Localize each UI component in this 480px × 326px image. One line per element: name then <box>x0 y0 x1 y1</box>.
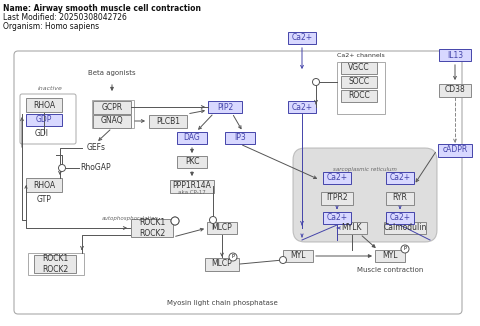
Bar <box>337 222 367 234</box>
Bar <box>93 100 131 113</box>
Text: GEFs: GEFs <box>86 143 106 153</box>
Text: ROCC: ROCC <box>348 92 370 100</box>
Bar <box>337 62 385 114</box>
Text: Myosin light chain phosphatase: Myosin light chain phosphatase <box>167 300 277 306</box>
Text: Ca2+: Ca2+ <box>389 214 410 223</box>
Text: Calmodulin: Calmodulin <box>384 224 427 232</box>
Bar <box>26 178 62 192</box>
Bar <box>177 156 207 168</box>
FancyBboxPatch shape <box>293 148 437 242</box>
Text: CD38: CD38 <box>444 85 466 95</box>
Bar <box>149 114 187 127</box>
Text: Beta agonists: Beta agonists <box>88 70 136 76</box>
Bar <box>439 49 471 61</box>
Bar <box>26 114 62 126</box>
Text: DAG: DAG <box>184 134 200 142</box>
Text: GCPR: GCPR <box>101 102 122 111</box>
Bar <box>384 222 426 234</box>
Bar <box>170 180 214 192</box>
Text: autophosphorylation: autophosphorylation <box>102 216 158 221</box>
Text: GTP: GTP <box>36 196 51 204</box>
Circle shape <box>209 216 216 224</box>
Text: MYLK: MYLK <box>342 224 362 232</box>
Text: RYR: RYR <box>393 194 408 202</box>
Bar <box>341 90 377 102</box>
Text: Muscle contraction: Muscle contraction <box>357 267 423 273</box>
Text: RhoGAP: RhoGAP <box>81 164 111 172</box>
Bar <box>208 101 242 113</box>
Bar <box>323 172 351 184</box>
Text: PLCB1: PLCB1 <box>156 116 180 126</box>
Circle shape <box>279 257 287 263</box>
Text: P: P <box>231 255 234 259</box>
Bar <box>386 191 414 204</box>
Bar <box>283 250 313 262</box>
Bar <box>321 191 353 204</box>
Text: ROCK1
ROCK2: ROCK1 ROCK2 <box>139 218 165 238</box>
Text: PIP2: PIP2 <box>217 102 233 111</box>
Text: aka CP-17: aka CP-17 <box>178 190 206 195</box>
Bar <box>288 32 316 44</box>
Bar <box>341 62 377 74</box>
Bar <box>225 132 255 144</box>
Text: Ca2+: Ca2+ <box>326 173 348 183</box>
Text: PKC: PKC <box>185 157 199 167</box>
Bar <box>34 255 76 273</box>
Bar <box>288 101 316 113</box>
Text: MLCP: MLCP <box>212 224 232 232</box>
Bar <box>323 212 351 224</box>
Circle shape <box>59 165 65 171</box>
Circle shape <box>229 253 237 261</box>
Text: sarcoplasmic reticulum: sarcoplasmic reticulum <box>333 167 397 172</box>
Bar <box>131 219 173 237</box>
Bar <box>439 83 471 96</box>
Bar <box>386 212 414 224</box>
Text: VGCC: VGCC <box>348 64 370 72</box>
Bar <box>93 114 131 127</box>
Text: GDI: GDI <box>35 128 49 138</box>
Bar <box>26 98 62 112</box>
Text: Name: Airway smooth muscle cell contraction: Name: Airway smooth muscle cell contract… <box>3 4 201 13</box>
Text: Ca2+ channels: Ca2+ channels <box>337 53 385 58</box>
Text: Ca2+: Ca2+ <box>291 102 312 111</box>
Circle shape <box>171 217 179 225</box>
Text: IL13: IL13 <box>447 51 463 60</box>
Circle shape <box>312 79 320 85</box>
Text: MYL: MYL <box>382 251 398 260</box>
Text: ROCK1
ROCK2: ROCK1 ROCK2 <box>42 255 68 274</box>
Text: Ca2+: Ca2+ <box>291 34 312 42</box>
Text: GNAQ: GNAQ <box>101 116 123 126</box>
Text: RHOA: RHOA <box>33 100 55 110</box>
Text: ITPR2: ITPR2 <box>326 194 348 202</box>
Text: cADPR: cADPR <box>443 145 468 155</box>
Bar <box>438 143 472 156</box>
Bar <box>341 76 377 88</box>
Bar <box>205 258 239 271</box>
Bar <box>177 132 207 144</box>
Text: GDP: GDP <box>36 115 52 125</box>
Text: Ca2+: Ca2+ <box>326 214 348 223</box>
Bar <box>207 222 237 234</box>
Text: SOCC: SOCC <box>348 78 370 86</box>
Text: IP3: IP3 <box>234 134 246 142</box>
Text: inactive: inactive <box>38 86 63 91</box>
Bar <box>375 250 405 262</box>
Bar <box>386 172 414 184</box>
Text: RHOA: RHOA <box>33 181 55 189</box>
Circle shape <box>401 245 409 253</box>
Text: PPP1R14A: PPP1R14A <box>173 182 211 190</box>
Text: MLCP: MLCP <box>212 259 232 269</box>
Text: Ca2+: Ca2+ <box>389 173 410 183</box>
Text: Organism: Homo sapiens: Organism: Homo sapiens <box>3 22 99 31</box>
Text: P: P <box>404 246 407 251</box>
Bar <box>92 100 134 128</box>
Circle shape <box>171 217 179 225</box>
Text: Last Modified: 20250308042726: Last Modified: 20250308042726 <box>3 13 127 22</box>
Bar <box>28 253 84 275</box>
Text: MYL: MYL <box>290 251 306 260</box>
